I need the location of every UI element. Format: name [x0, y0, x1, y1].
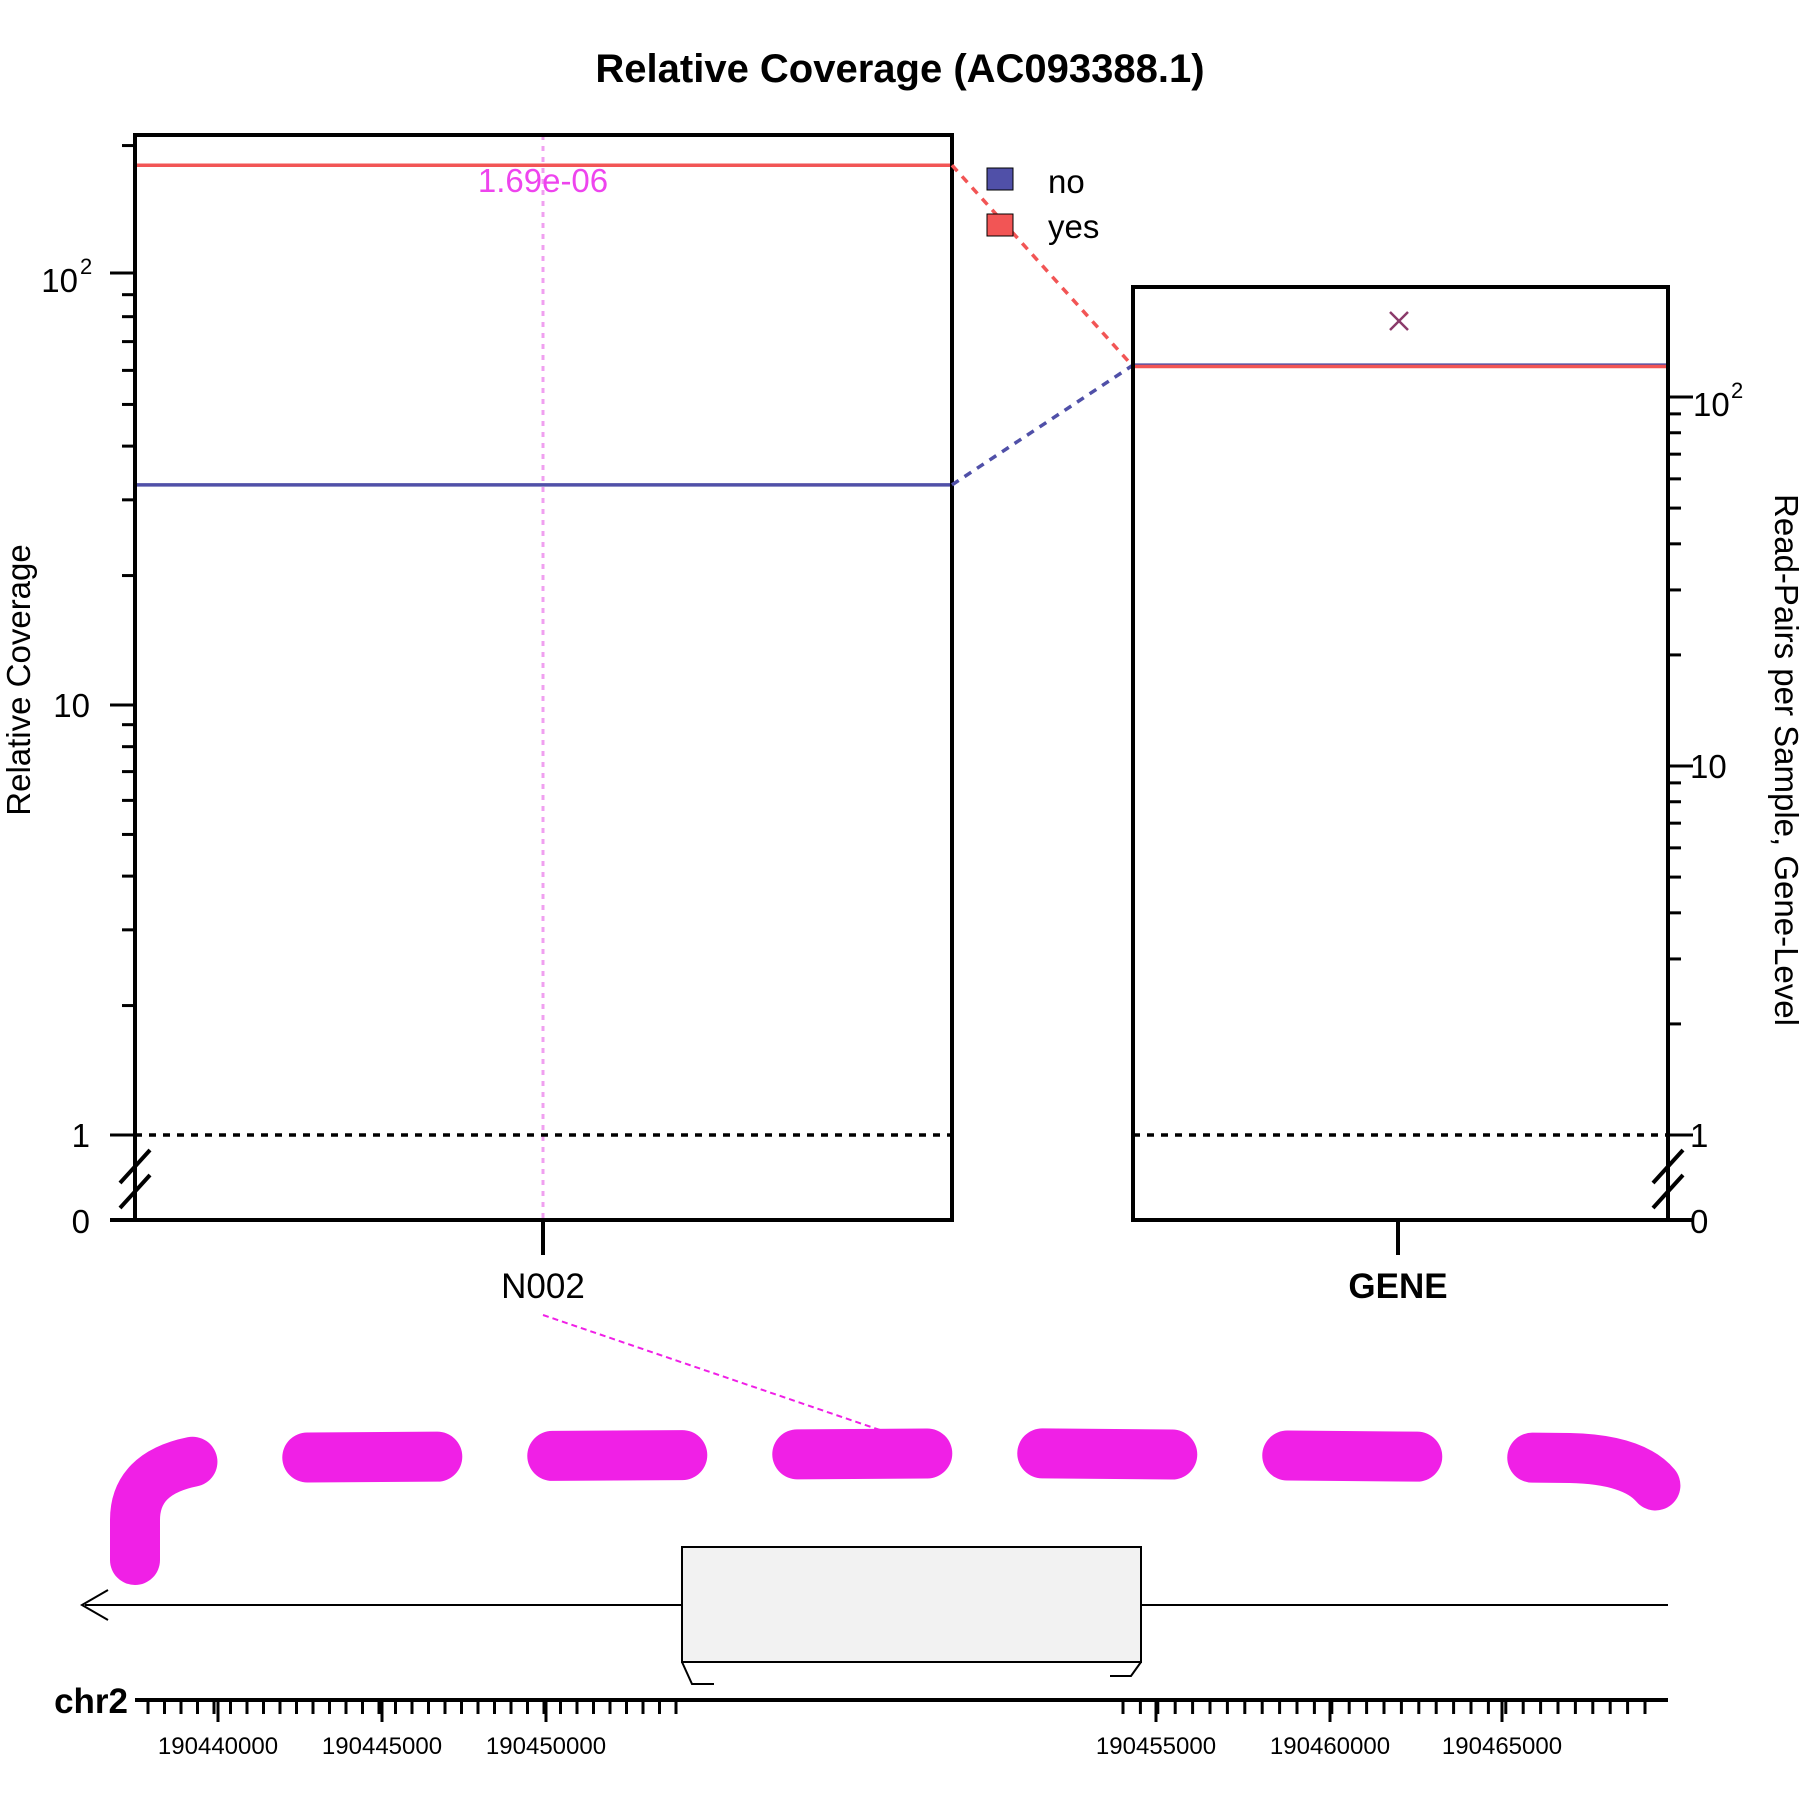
right-plot-frame	[1131, 285, 1670, 1222]
strand-arrow-icon	[79, 1589, 109, 1621]
chromosome-tick-label: 190455000	[1096, 1733, 1216, 1760]
legend-no-swatch	[986, 167, 1014, 191]
chart-title: Relative Coverage (AC093388.1)	[595, 47, 1204, 91]
chromosome-tick-label: 190450000	[486, 1733, 606, 1760]
chromosome-tick-label: 190445000	[322, 1733, 442, 1760]
legend-yes-label: yes	[1048, 208, 1099, 245]
connector-yes-line	[950, 164, 1135, 368]
right-y-axis-label: Read-Pairs per Sample, Gene-Level	[1768, 494, 1800, 1026]
chromosome-tick-labels: 190440000 190445000 190450000 190455000 1904…	[158, 1733, 1562, 1760]
legend-no-label: no	[1048, 163, 1085, 200]
left-tick-label-10: 10	[53, 687, 90, 724]
chromosome-ticks	[146, 1700, 1647, 1722]
exon-box	[681, 1546, 1142, 1663]
connector-no-line	[951, 363, 1134, 487]
left-tick-label-100-exponent: 2	[80, 254, 92, 279]
left-axis-break	[118, 1148, 152, 1185]
right-tick-label-100-exponent: 2	[1731, 378, 1743, 403]
left-y-axis-label: Relative Coverage	[0, 544, 37, 815]
right-tick-label-1: 1	[1690, 1117, 1708, 1154]
left-category-label: N002	[501, 1267, 585, 1306]
chromosome-tick-label: 190460000	[1270, 1733, 1390, 1760]
chromosome-tick-label: 190465000	[1442, 1733, 1562, 1760]
pvalue-label: 1.69e-06	[478, 162, 608, 199]
left-tick-label-100: 10	[41, 262, 78, 299]
left-tick-label-0: 0	[72, 1203, 90, 1240]
right-tick-label-100: 10	[1693, 386, 1730, 423]
right-minor-ticks	[1668, 412, 1681, 1026]
gene-marker	[1389, 311, 1409, 331]
left-minor-ticks	[122, 144, 135, 1008]
variant-pointer-line	[542, 1314, 881, 1431]
legend-yes-swatch	[986, 213, 1014, 237]
genomic-track: chr2 190440000 190445000 190450000 19045500…	[54, 1314, 1692, 1760]
right-panel: 0 1 10 10 2 Read-Pairs per Sample, Gene-…	[1131, 285, 1800, 1306]
left-y-axis: 0 1 10 10 2	[41, 135, 952, 1240]
chromosome-label: chr2	[54, 1682, 128, 1721]
right-y-axis: 0 1 10 10 2	[1133, 287, 1743, 1240]
left-tick-label-1: 1	[72, 1117, 90, 1154]
exon-bracket-left	[681, 1661, 714, 1685]
right-axis-break	[1651, 1148, 1685, 1185]
right-tick-label-0: 0	[1690, 1203, 1708, 1240]
chromosome-tick-label: 190440000	[158, 1733, 278, 1760]
legend: no yes	[986, 163, 1099, 245]
right-category-label: GENE	[1348, 1267, 1447, 1306]
right-tick-label-10: 10	[1690, 748, 1727, 785]
exon-bracket-right	[1110, 1661, 1142, 1677]
splice-arc	[110, 1428, 1692, 1585]
left-panel: 1.69e-06 0 1 10 10 2 Relative Coverage N…	[0, 133, 954, 1306]
